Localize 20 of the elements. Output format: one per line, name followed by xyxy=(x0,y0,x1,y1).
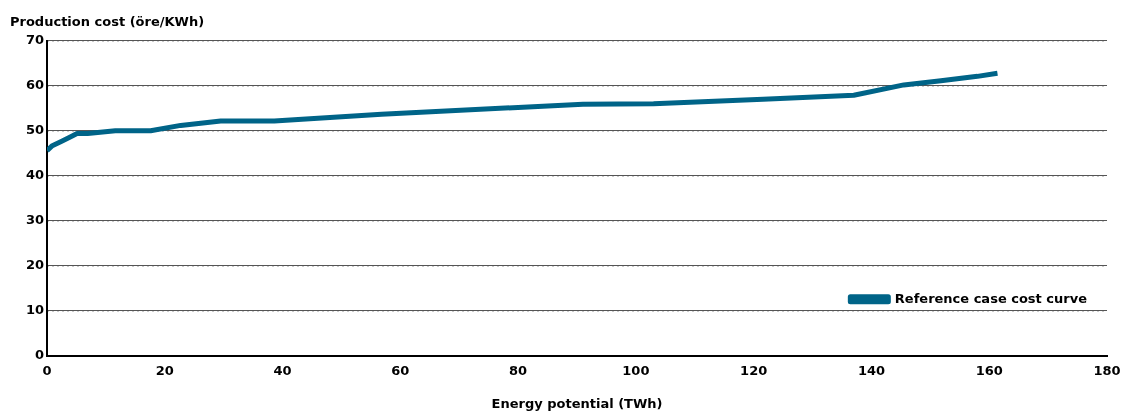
y-tick-label: 0 xyxy=(34,347,44,363)
y-tick-label: 70 xyxy=(25,32,44,48)
x-tick-label: 140 xyxy=(857,362,886,378)
y-tick-label: 50 xyxy=(25,122,44,138)
x-tick-label: 20 xyxy=(155,362,174,378)
x-axis-title: Energy potential (TWh) xyxy=(491,395,663,411)
x-tick-label: 100 xyxy=(622,362,650,378)
x-tick-label: 120 xyxy=(740,362,768,378)
y-tick-label: 30 xyxy=(25,212,44,228)
x-tick-label: 80 xyxy=(509,362,528,378)
x-tick-label: 60 xyxy=(391,362,410,378)
x-tick-label: 180 xyxy=(1093,362,1121,378)
y-tick-label: 40 xyxy=(25,167,44,183)
y-tick-label: 60 xyxy=(25,77,44,93)
y-axis-title: Production cost (öre/KWh) xyxy=(10,14,205,29)
y-tick-label: 10 xyxy=(25,302,44,318)
x-tick-label: 40 xyxy=(273,362,292,378)
y-tick-label: 20 xyxy=(25,257,44,273)
x-tick-label: 160 xyxy=(975,362,1003,378)
legend-label: Reference case cost curve xyxy=(894,290,1088,306)
